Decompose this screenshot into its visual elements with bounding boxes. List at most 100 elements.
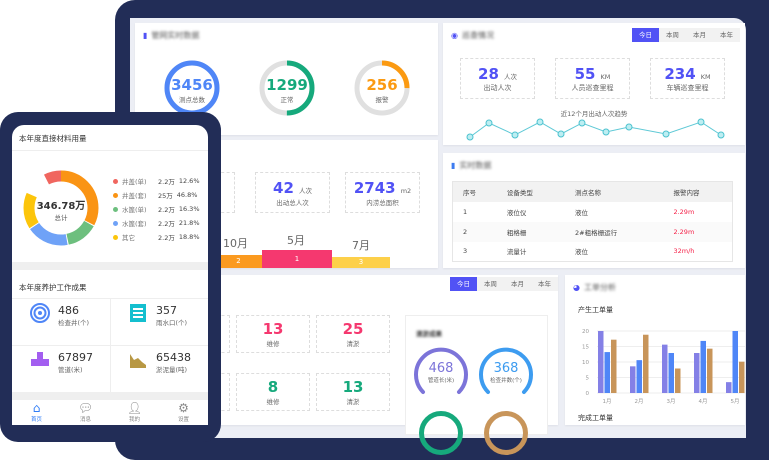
bar[interactable] (668, 353, 675, 393)
tab-today[interactable]: 今日 (632, 28, 659, 42)
table-cell: 流量计 (506, 248, 527, 257)
stat-label: 出动人次 (483, 84, 512, 92)
realtime-table-panel: ▮ 实时数据 序号 设备类型 测点名称 报警内容 1 液位仪 液位 2.29m 2 粗格栅 2#粗格… (443, 153, 745, 268)
stat-value: 42 (273, 179, 294, 197)
tab-week[interactable]: 本周 (477, 277, 504, 291)
stat-value: 13 (342, 378, 364, 396)
tab-today[interactable]: 今日 (450, 277, 477, 291)
progress-ring (259, 60, 315, 116)
table-row[interactable]: 1 液位仪 液位 2.29m (452, 201, 733, 222)
trend-point[interactable] (578, 119, 586, 127)
bar[interactable] (604, 352, 611, 393)
trend-point[interactable] (697, 118, 705, 126)
legend-dot-icon (113, 234, 118, 240)
bar[interactable] (732, 331, 739, 393)
trend-point[interactable] (466, 133, 474, 141)
stat-label: 出动总人次 (276, 199, 309, 207)
bar[interactable] (662, 344, 668, 393)
ring-value: 1299 (266, 76, 308, 94)
trend-point[interactable] (536, 118, 544, 126)
gauge-value: 368 (493, 361, 519, 376)
stat-label: 清淤 (346, 340, 360, 348)
bar-value: 3 (332, 257, 390, 268)
materials-title: 本年度直接材料用量 (19, 134, 87, 143)
x-tick-label: 5月 (731, 398, 740, 405)
gauge-label: 检查井数(个) (490, 378, 522, 384)
message-icon: 💬︎ (77, 401, 94, 415)
nav-home[interactable]: ⌂ 首页 (12, 401, 61, 425)
flood-panel: 42 人次 出动总人次 2743 m2 内涝总面积 10月 2 5月 1 7月 3 (205, 140, 438, 268)
dredge-card: 清淤成果 468 管道长(米) 368 检查井数(个) (405, 315, 548, 455)
bar-month: 5月 (287, 234, 305, 247)
bar[interactable] (636, 360, 643, 393)
panel-title: ▮ 管网实时数据 (143, 31, 200, 40)
x-tick-label: 2月 (635, 398, 644, 405)
nav-settings[interactable]: ⚙ 设置 (159, 401, 208, 425)
bar[interactable] (726, 382, 732, 393)
table-row[interactable]: 3 流量计 液位 32m/h (452, 241, 733, 262)
result-label: 管道(米) (58, 365, 83, 374)
donut-slice[interactable] (23, 170, 99, 246)
chart-title: 产生工单量 (578, 306, 613, 314)
tab-month[interactable]: 本月 (686, 28, 713, 42)
stat-value: 234 (664, 65, 696, 83)
table-cell: 2 (463, 227, 468, 236)
bar[interactable] (694, 353, 700, 393)
donut-slice[interactable] (23, 170, 99, 246)
legend-name: 水篦(单) (122, 206, 147, 214)
bar-month: 7月 (352, 239, 370, 252)
table-cell: 液位 (574, 248, 588, 257)
bar[interactable] (630, 366, 636, 393)
patrol-stat: 28 人次 出动人次 (460, 58, 535, 99)
ring-value: 3456 (171, 76, 213, 94)
legend-percent: 18.8% (178, 233, 200, 241)
panel-title: ◕ 工单分析 (573, 283, 616, 292)
tab-month[interactable]: 本月 (504, 277, 531, 291)
legend-item: 水篦(套) 2.2万 21.8% (113, 218, 200, 228)
table-row[interactable]: 2 粗格栅 2#粗格栅运行 2.29m (452, 221, 733, 242)
y-tick-label: 10 (582, 360, 589, 366)
donut-slice[interactable] (23, 170, 99, 246)
nav-label: 设置 (177, 417, 189, 423)
table-cell: 粗格栅 (506, 228, 527, 237)
tab-year[interactable]: 本年 (531, 277, 558, 291)
trend-point[interactable] (717, 131, 725, 139)
trend-point[interactable] (511, 131, 519, 139)
materials-total-label: 总计 (54, 214, 68, 222)
legend-percent: 46.8% (176, 191, 198, 199)
x-tick-label: 4月 (699, 398, 708, 405)
nav-profile[interactable]: 👤︎ 我的 (110, 401, 159, 425)
panel-title: ◉ 巡查情况 (451, 31, 494, 40)
trend-point[interactable] (625, 123, 633, 131)
result-value: 65438 (156, 350, 191, 364)
table-cell: 1 (463, 207, 468, 216)
stat-label: 清淤 (346, 398, 360, 406)
stat-unit: m2 (400, 187, 412, 195)
trend-point[interactable] (602, 128, 610, 136)
bar[interactable] (643, 334, 649, 393)
bar[interactable] (700, 340, 707, 393)
col-device-type: 设备类型 (506, 188, 533, 197)
nav-label: 消息 (79, 417, 91, 423)
trend-point[interactable] (557, 130, 565, 138)
stat-unit: 人次 (298, 187, 312, 195)
bar[interactable] (598, 331, 604, 393)
bar[interactable] (611, 339, 617, 393)
bar[interactable] (707, 348, 713, 393)
tab-week[interactable]: 本周 (659, 28, 686, 42)
trend-point[interactable] (485, 119, 493, 127)
patrol-stat: 55 KM 人员巡查里程 (555, 58, 630, 99)
bar[interactable] (739, 361, 745, 393)
nav-messages[interactable]: 💬︎ 消息 (61, 401, 110, 425)
bar[interactable] (675, 368, 681, 393)
tab-year[interactable]: 本年 (713, 28, 740, 42)
trend-point[interactable] (662, 130, 670, 138)
ring-label: 测点总数 (179, 96, 205, 104)
gauge-arc (479, 347, 533, 394)
phone-screen: 本年度直接材料用量 346.78万 总计 井盖(单) 2.2万 12.6% 井盖(套)… (12, 125, 208, 425)
result-value: 486 (58, 303, 79, 317)
alarm-table: 序号 设备类型 测点名称 报警内容 1 液位仪 液位 2.29m 2 粗格栅 2#粗格栅运行 2.2… (452, 181, 733, 262)
table-cell: 2#粗格栅运行 (574, 228, 618, 237)
legend-amount: 2.2万 (158, 178, 175, 186)
panel-title: ▮ 实时数据 (451, 161, 492, 170)
